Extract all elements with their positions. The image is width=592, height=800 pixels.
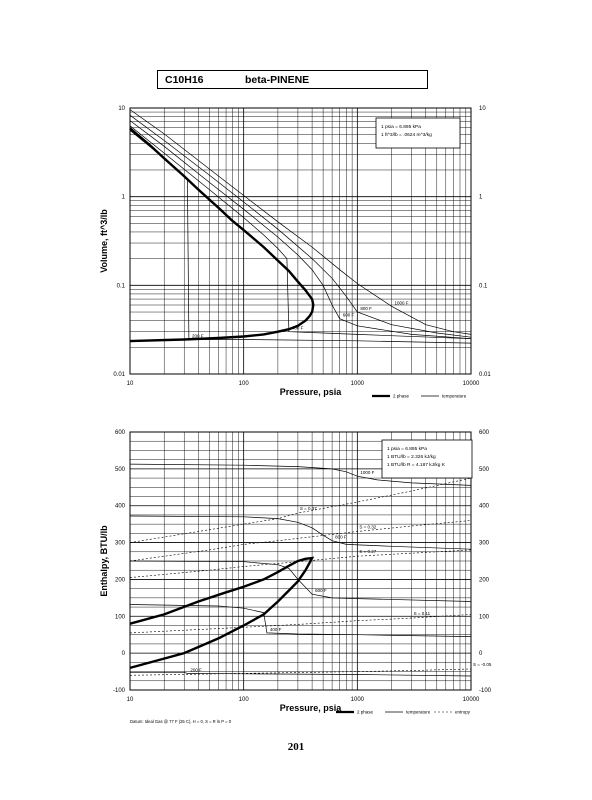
legend-label: 2 phase <box>393 394 410 399</box>
y-tick-label: 400 <box>115 504 126 510</box>
series-line <box>129 130 472 344</box>
series-line <box>129 109 472 335</box>
series-line <box>129 520 472 562</box>
series-line <box>129 604 472 637</box>
conversion-text: 1 psia = 6.895 kPa <box>381 124 421 130</box>
x-axis-label: Pressure, psia <box>280 703 343 713</box>
y-tick-label-right: 10 <box>479 106 486 112</box>
y-tick-label: 600 <box>115 430 126 436</box>
series-label: 400 F <box>270 627 282 632</box>
conversion-box <box>375 117 461 149</box>
legend-label: 2 phase <box>357 710 374 715</box>
y-tick-label: -100 <box>113 688 126 694</box>
y-tick-label: 1 <box>122 195 126 201</box>
series-label: 400 F <box>292 326 304 331</box>
compound-formula: C10H16 <box>165 74 204 86</box>
y-axis-label: Volume, ft^3/lb <box>99 209 109 273</box>
series-label: 200 F <box>190 667 202 672</box>
series-label: S = 0.32 <box>359 525 376 530</box>
y-tick-label: 200 <box>115 577 126 583</box>
x-tick-label: 1000 <box>351 381 365 387</box>
conversion-text: 1 BTU/lb R = 4.187 kJ/kg K <box>387 462 446 468</box>
series-line <box>129 614 472 634</box>
y-tick-label-right: 0.01 <box>479 372 491 378</box>
series-label: 600 F <box>343 313 355 318</box>
series-label: 800 F <box>335 535 347 540</box>
y-tick-label: 500 <box>115 467 126 473</box>
series-label: S = 0.27 <box>359 549 376 554</box>
compound-name: beta-PINENE <box>245 74 310 86</box>
conversion-text: 1 psia = 6.895 kPa <box>387 446 427 452</box>
y-axis-label: Enthalpy, BTU/lb <box>99 525 109 597</box>
y-tick-label-right: 400 <box>479 504 490 510</box>
series-label: 600 F <box>315 588 327 593</box>
y-tick-label-right: -100 <box>479 688 492 694</box>
y-tick-label-right: 0 <box>479 651 483 657</box>
x-tick-label: 10000 <box>463 697 480 703</box>
y-tick-label: 10 <box>118 106 125 112</box>
series-label: S = 0.11 <box>414 611 431 616</box>
series-line <box>129 477 472 543</box>
y-tick-label: 0 <box>122 651 126 657</box>
series-line <box>130 671 472 677</box>
x-tick-label: 1000 <box>351 697 365 703</box>
y-tick-label-right: 500 <box>479 467 490 473</box>
series-line <box>129 668 472 676</box>
y-tick-label: 0.1 <box>117 283 126 289</box>
series-line <box>129 560 472 602</box>
series-line <box>129 556 315 670</box>
legend-label: entropy <box>455 710 471 715</box>
legend-label: temperature <box>442 394 467 399</box>
series-label: 800 F <box>360 306 372 311</box>
page-number: 201 <box>287 741 305 753</box>
series-label: 1000 F <box>360 470 374 475</box>
x-tick-label: 10000 <box>463 381 480 387</box>
y-tick-label-right: 300 <box>479 541 490 547</box>
conversion-text: 1 BTU/lb = 2.326 kJ/kg <box>387 454 436 460</box>
y-tick-label: 300 <box>115 541 126 547</box>
y-tick-label: 0.01 <box>113 372 125 378</box>
series-line <box>129 120 472 340</box>
conversion-text: 1 ft^3/lb = .0624 m^3/kg <box>381 132 432 138</box>
y-tick-label-right: 1 <box>479 195 483 201</box>
y-tick-label-right: 200 <box>479 577 490 583</box>
title-box: C10H16 beta-PINENE <box>157 70 428 89</box>
x-tick-label: 100 <box>239 697 250 703</box>
legend-label: temperature <box>406 710 431 715</box>
y-tick-label-right: 600 <box>479 430 490 436</box>
y-tick-label-right: 0.1 <box>479 283 488 289</box>
conversion-box <box>381 439 473 479</box>
series-line <box>129 463 472 486</box>
plot-frame <box>129 107 472 375</box>
x-tick-label: 100 <box>239 381 250 387</box>
x-tick-label: 10 <box>127 697 134 703</box>
y-tick-label-right: 100 <box>479 614 490 620</box>
series-label: 200 F <box>192 333 204 338</box>
series-label: S = -0.05 <box>473 662 492 667</box>
series-line <box>129 114 472 338</box>
series-line <box>129 515 472 550</box>
series-line <box>129 125 472 340</box>
series-label: S = 0.37 <box>300 506 317 511</box>
x-tick-label: 10 <box>127 381 134 387</box>
series-line <box>129 549 472 578</box>
x-axis-label: Pressure, psia <box>280 387 343 397</box>
series-line <box>129 127 315 343</box>
series-label: 1000 F <box>395 300 409 305</box>
datum-footnote: Datum: Ideal Gas @ 77 F (25 C), H = 0, S… <box>130 719 232 724</box>
y-tick-label: 100 <box>115 614 126 620</box>
